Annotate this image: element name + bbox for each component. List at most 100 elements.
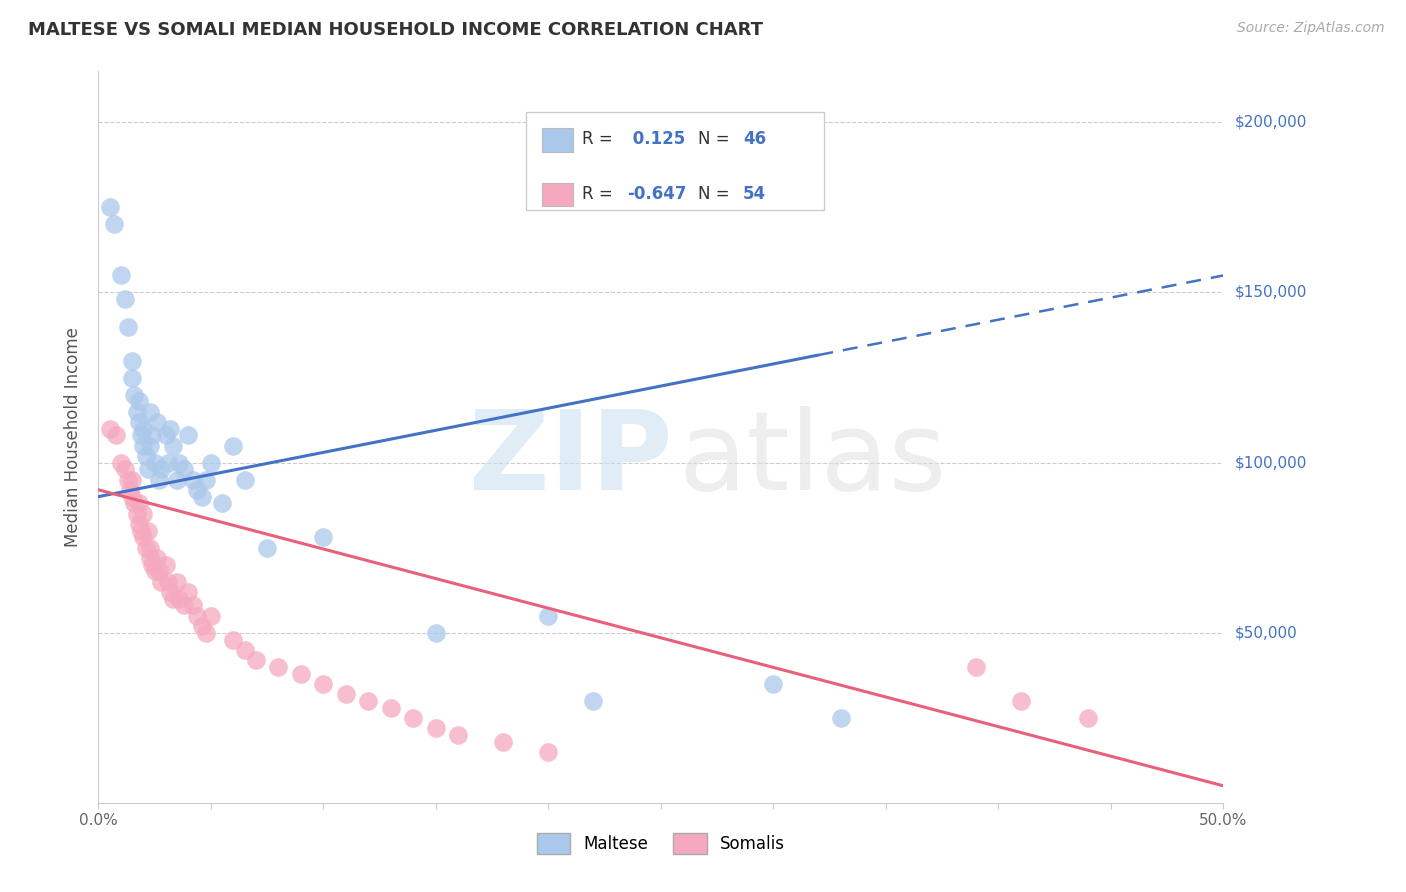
Point: [117, 319, 139, 334]
Point: [200, 456, 222, 470]
Text: R =: R =: [582, 185, 619, 202]
Point: [162, 591, 184, 606]
Point: [121, 490, 143, 504]
Point: [135, 449, 157, 463]
Point: [141, 428, 163, 442]
Point: [169, 456, 191, 470]
Point: [233, 473, 256, 487]
Point: [125, 404, 148, 418]
Point: [181, 473, 204, 487]
Point: [129, 428, 152, 442]
Point: [492, 734, 515, 748]
Point: [155, 558, 177, 572]
Point: [830, 711, 852, 725]
Point: [139, 439, 162, 453]
Text: 54: 54: [742, 185, 766, 202]
Point: [245, 653, 267, 667]
Y-axis label: Median Household Income: Median Household Income: [65, 327, 83, 547]
Point: [135, 541, 157, 555]
Point: [98, 201, 121, 215]
Point: [110, 268, 132, 283]
Point: [169, 591, 191, 606]
Point: [312, 677, 335, 691]
Text: atlas: atlas: [679, 406, 946, 513]
Point: [447, 728, 470, 742]
Point: [143, 456, 166, 470]
Point: [222, 439, 245, 453]
Point: [159, 421, 181, 435]
Text: $200,000: $200,000: [1234, 115, 1306, 130]
Point: [118, 483, 141, 497]
Point: [139, 550, 162, 565]
Point: [186, 608, 208, 623]
Point: [166, 574, 188, 589]
Point: [150, 462, 173, 476]
Text: MALTESE VS SOMALI MEDIAN HOUSEHOLD INCOME CORRELATION CHART: MALTESE VS SOMALI MEDIAN HOUSEHOLD INCOM…: [28, 21, 763, 39]
Text: $50,000: $50,000: [1234, 625, 1298, 640]
Point: [139, 541, 162, 555]
Text: 46: 46: [742, 130, 766, 148]
Point: [114, 462, 136, 476]
Point: [114, 293, 136, 307]
Point: [136, 524, 159, 538]
Point: [117, 473, 139, 487]
Text: N =: N =: [697, 130, 735, 148]
Point: [380, 700, 402, 714]
Text: ZIP: ZIP: [470, 406, 672, 513]
Point: [166, 473, 188, 487]
Point: [537, 745, 560, 759]
Point: [128, 394, 150, 409]
Point: [200, 608, 222, 623]
Point: [290, 666, 312, 681]
Point: [136, 462, 159, 476]
Point: [148, 565, 170, 579]
Point: [129, 524, 152, 538]
Point: [211, 496, 233, 510]
Point: [124, 387, 146, 401]
Point: [181, 599, 204, 613]
Point: [173, 462, 195, 476]
Point: [146, 550, 169, 565]
Point: [139, 404, 162, 418]
Text: $100,000: $100,000: [1234, 455, 1306, 470]
Point: [425, 625, 447, 640]
Point: [157, 574, 180, 589]
Point: [582, 694, 605, 708]
Point: [132, 507, 155, 521]
Point: [141, 558, 163, 572]
Point: [1010, 694, 1032, 708]
Point: [132, 439, 155, 453]
Point: [155, 428, 177, 442]
Point: [425, 721, 447, 735]
Point: [191, 490, 214, 504]
Point: [143, 565, 166, 579]
Point: [357, 694, 380, 708]
Legend: Maltese, Somalis: Maltese, Somalis: [530, 827, 792, 860]
Point: [195, 473, 218, 487]
Point: [157, 456, 180, 470]
FancyBboxPatch shape: [541, 183, 574, 206]
Point: [124, 496, 146, 510]
Point: [132, 421, 155, 435]
Text: N =: N =: [697, 185, 735, 202]
Point: [177, 428, 200, 442]
Point: [148, 473, 170, 487]
Point: [159, 585, 181, 599]
Point: [195, 625, 218, 640]
Point: [98, 421, 121, 435]
Point: [191, 619, 214, 633]
Point: [162, 439, 184, 453]
Point: [965, 659, 987, 673]
Point: [121, 370, 143, 384]
Text: 0.125: 0.125: [627, 130, 685, 148]
Point: [1077, 711, 1099, 725]
Point: [222, 632, 245, 647]
Point: [128, 516, 150, 531]
Point: [312, 531, 335, 545]
Point: [128, 496, 150, 510]
Point: [256, 541, 278, 555]
Point: [233, 642, 256, 657]
Point: [146, 415, 169, 429]
Point: [121, 353, 143, 368]
Point: [103, 218, 125, 232]
